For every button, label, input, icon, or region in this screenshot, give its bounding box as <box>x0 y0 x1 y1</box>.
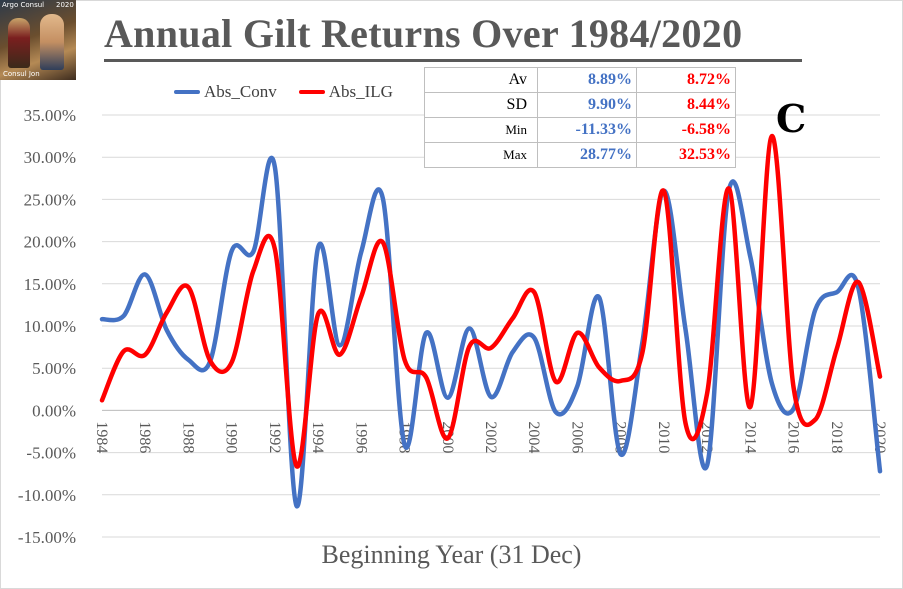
logo-figure-left <box>8 18 30 68</box>
legend: Abs_Conv Abs_ILG <box>174 82 415 102</box>
x-tick-label: 2004 <box>525 421 542 453</box>
x-tick-label: 1986 <box>136 421 153 453</box>
x-tick-label: 2014 <box>741 421 758 453</box>
legend-label-abs-conv: Abs_Conv <box>204 82 277 101</box>
y-tick-label: -10.00% <box>18 486 76 505</box>
logo-text-top-right: 2020 <box>56 1 74 9</box>
x-tick-label: 2006 <box>568 421 585 453</box>
x-tick-label: 1996 <box>352 421 369 453</box>
series-line-abs-conv <box>99 155 883 509</box>
stats-ilg-min: -6.58% <box>636 117 736 143</box>
y-tick-label: 15.00% <box>24 275 76 294</box>
x-axis-title: Beginning Year (31 Dec) <box>321 540 582 569</box>
logo-figure-right <box>40 14 64 70</box>
x-tick-label: 2016 <box>785 421 802 453</box>
stats-label-max: Max <box>424 142 538 168</box>
stats-row-min: Min -11.33% -6.58% <box>424 117 736 143</box>
stats-ilg-av: 8.72% <box>636 67 736 93</box>
x-tick-label: 1988 <box>179 421 196 453</box>
stats-conv-max: 28.77% <box>537 142 637 168</box>
y-tick-label: -15.00% <box>18 528 76 547</box>
x-tick-label: 1984 <box>93 421 110 453</box>
stats-conv-av: 8.89% <box>537 67 637 93</box>
y-tick-label: -5.00% <box>26 444 76 463</box>
stats-ilg-max: 32.53% <box>636 142 736 168</box>
x-tick-label: 2010 <box>655 421 672 453</box>
logo-text-bottom: Consul Jon <box>3 70 40 78</box>
logo-text-top-left: Argo Consul <box>2 1 45 9</box>
stats-conv-sd: 9.90% <box>537 92 637 118</box>
y-tick-label: 25.00% <box>24 190 76 209</box>
stats-conv-min: -11.33% <box>537 117 637 143</box>
y-tick-label: 20.00% <box>24 233 76 252</box>
series-line-abs-ilg <box>99 133 883 469</box>
legend-swatch-abs-conv <box>174 90 200 94</box>
stats-label-sd: SD <box>424 92 538 118</box>
stats-row-sd: SD 9.90% 8.44% <box>424 92 736 118</box>
stats-row-av: Av 8.89% 8.72% <box>424 67 736 93</box>
stats-label-av: Av <box>424 67 538 93</box>
x-tick-label: 1990 <box>223 421 240 453</box>
legend-swatch-abs-ilg <box>298 90 325 94</box>
legend-item-abs-conv: Abs_Conv <box>174 82 277 102</box>
stats-row-max: Max 28.77% 32.53% <box>424 142 736 168</box>
legend-item-abs-ilg: Abs_ILG <box>298 82 393 102</box>
chart-title: Annual Gilt Returns Over 1984/2020 <box>104 11 743 56</box>
corner-marker: C <box>776 96 807 141</box>
y-tick-label: 30.00% <box>24 148 76 167</box>
y-tick-label: 10.00% <box>24 317 76 336</box>
x-tick-label: 2018 <box>828 421 845 453</box>
logo-image: Argo Consul 2020 Consul Jon <box>0 0 76 80</box>
y-tick-label: 0.00% <box>32 401 76 420</box>
x-tick-label: 1994 <box>309 421 326 453</box>
x-tick-label: 2002 <box>482 421 499 453</box>
title-underline <box>104 59 802 62</box>
stats-label-min: Min <box>424 117 538 143</box>
stats-table: Av 8.89% 8.72% SD 9.90% 8.44% Min -11.33… <box>424 67 736 168</box>
y-tick-label: 5.00% <box>32 359 76 378</box>
y-tick-label: 35.00% <box>24 106 76 125</box>
legend-label-abs-ilg: Abs_ILG <box>328 82 393 101</box>
stats-ilg-sd: 8.44% <box>636 92 736 118</box>
x-tick-label: 1992 <box>266 421 283 453</box>
